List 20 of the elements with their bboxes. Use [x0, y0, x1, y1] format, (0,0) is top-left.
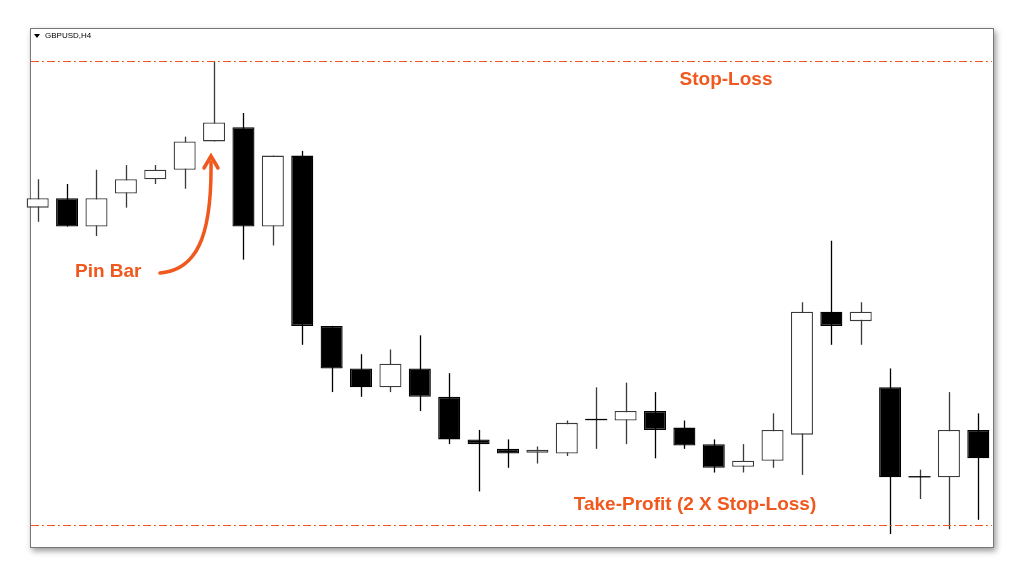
candlestick [467, 429, 490, 493]
candlestick [496, 438, 520, 469]
candlestick [350, 353, 373, 398]
ref-line-label: Stop-Loss [679, 68, 773, 90]
candlestick [820, 240, 843, 346]
candlestick [907, 469, 932, 500]
candlestick [673, 419, 696, 450]
annotation: Pin Bar [75, 260, 142, 282]
candlestick [702, 438, 725, 474]
candlestick [203, 60, 226, 143]
candlestick [732, 443, 755, 474]
candlestick [379, 348, 402, 393]
candlestick [614, 381, 637, 445]
candlestick [144, 164, 167, 185]
candlestick [584, 386, 608, 450]
candlestick [114, 164, 137, 209]
ref-line-label: Take-Profit (2 X Stop-Loss) [573, 493, 817, 515]
candlestick [849, 301, 872, 346]
chart-title: GBPUSD,H4 [45, 31, 92, 40]
candlestick [643, 391, 666, 459]
